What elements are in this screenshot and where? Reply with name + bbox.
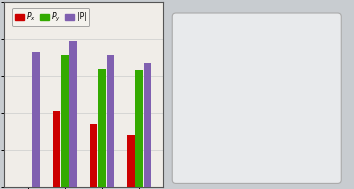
Bar	[69, 41, 77, 187]
Bar	[98, 69, 106, 187]
Bar	[136, 70, 143, 187]
Bar	[53, 111, 60, 187]
Bar	[61, 55, 69, 187]
Bar	[107, 55, 114, 187]
Bar	[32, 52, 40, 187]
Legend: $P_x$, $P_y$, |P|: $P_x$, $P_y$, |P|	[12, 8, 89, 26]
FancyBboxPatch shape	[172, 13, 341, 183]
Bar	[90, 124, 97, 187]
Bar	[127, 135, 135, 187]
Bar	[144, 63, 151, 187]
